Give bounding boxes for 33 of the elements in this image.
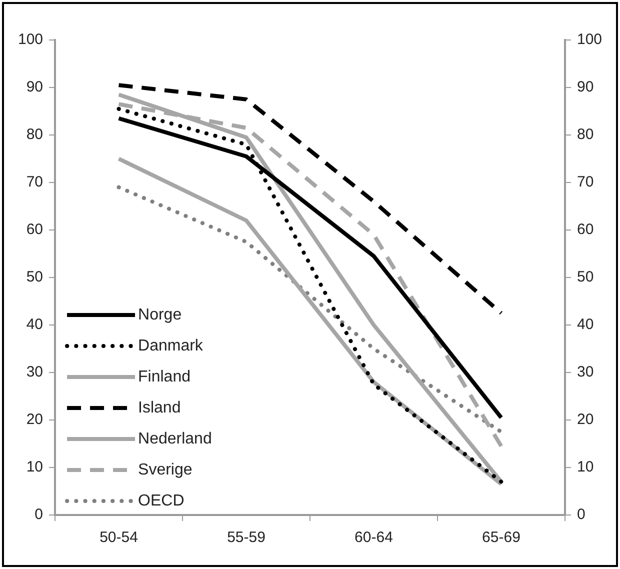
- y2-tick-label: 40: [576, 316, 594, 334]
- y2-tick-label: 80: [576, 126, 594, 144]
- y-tick-label: 100: [18, 31, 44, 48]
- x-tick-label: 65-69: [482, 529, 520, 546]
- y-tick-label: 10: [26, 458, 44, 476]
- y2-tick-label: 0: [576, 506, 586, 524]
- y2-tick-label: 30: [576, 364, 594, 381]
- y-tick-label: 90: [26, 78, 44, 96]
- legend-label: OECD: [138, 492, 184, 510]
- y2-tick-label: 50: [576, 268, 594, 286]
- legend-label: Danmark: [138, 337, 204, 354]
- y-tick-label: 80: [26, 126, 44, 144]
- y-tick-label: 0: [34, 506, 44, 524]
- legend-label: Norge: [138, 306, 182, 324]
- y2-tick-label: 100: [576, 31, 602, 48]
- y-tick-label: 70: [26, 174, 44, 191]
- y-tick-label: 30: [26, 364, 44, 381]
- x-tick-label: 55-59: [227, 529, 266, 546]
- y-tick-label: 40: [26, 316, 44, 334]
- legend-label: Finland: [138, 368, 191, 386]
- legend-label: Sverige: [138, 461, 192, 478]
- y2-tick-label: 90: [576, 78, 594, 96]
- x-tick-label: 50-54: [100, 529, 138, 546]
- legend-label: Nederland: [138, 430, 212, 448]
- y-tick-label: 50: [26, 268, 44, 286]
- y-tick-label: 20: [26, 411, 44, 428]
- y2-tick-label: 10: [576, 458, 594, 476]
- y2-tick-label: 70: [576, 174, 594, 191]
- y2-tick-label: 20: [576, 411, 594, 428]
- y2-tick-label: 60: [576, 221, 594, 238]
- y-tick-label: 60: [26, 221, 44, 238]
- x-tick-label: 60-64: [354, 529, 393, 546]
- legend-label: Island: [138, 399, 181, 416]
